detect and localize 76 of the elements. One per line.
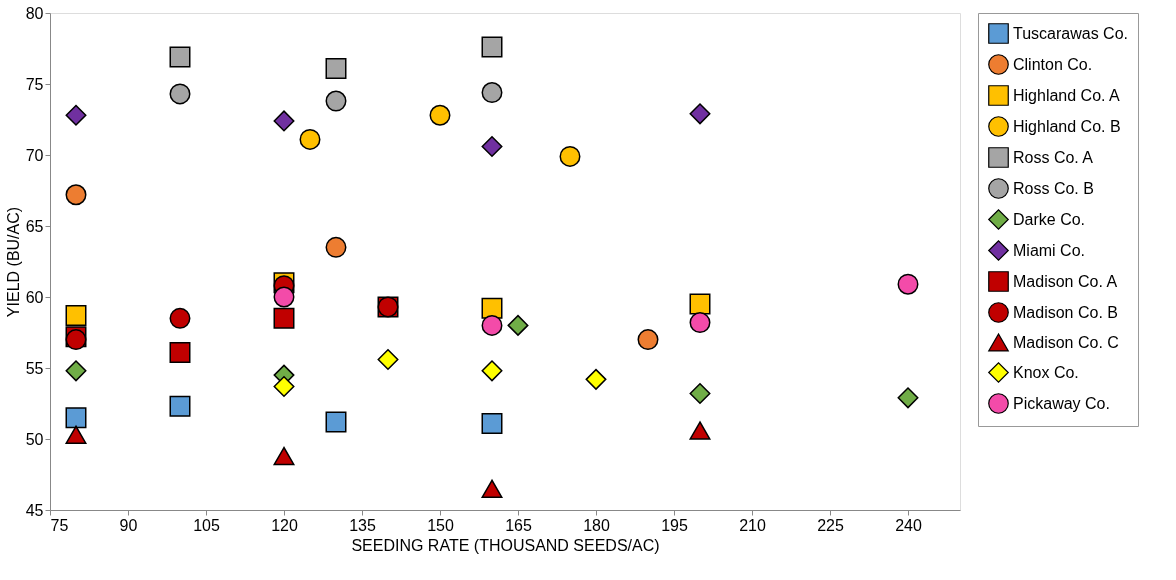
point bbox=[377, 348, 399, 370]
point bbox=[65, 425, 87, 444]
point bbox=[65, 104, 87, 126]
x-tick-label: 210 bbox=[739, 516, 766, 534]
point bbox=[897, 273, 919, 295]
point bbox=[325, 411, 347, 433]
point bbox=[481, 36, 503, 58]
point bbox=[65, 184, 87, 206]
x-tick-label: 240 bbox=[895, 516, 922, 534]
point bbox=[273, 307, 295, 329]
point bbox=[325, 90, 347, 112]
legend-label: Clinton Co. bbox=[1013, 55, 1093, 73]
point bbox=[481, 479, 503, 498]
x-tick-label: 195 bbox=[661, 516, 688, 534]
x-axis-title: SEEDING RATE (THOUSAND SEEDS/AC) bbox=[351, 536, 660, 554]
legend-label: Tuscarawas Co. bbox=[1013, 24, 1128, 42]
legend-label: Miami Co. bbox=[1013, 241, 1086, 259]
legend-label: Madison Co. C bbox=[1013, 333, 1119, 351]
x-tick-label: 180 bbox=[583, 516, 610, 534]
legend-label: Madison Co. B bbox=[1013, 303, 1118, 321]
point bbox=[585, 368, 607, 390]
legend-label: Highland Co. A bbox=[1013, 86, 1121, 104]
y-tick-label: 65 bbox=[25, 217, 44, 235]
point bbox=[325, 57, 347, 79]
y-tick-label: 55 bbox=[25, 359, 44, 377]
x-tick-label: 75 bbox=[50, 516, 69, 534]
point bbox=[897, 387, 919, 409]
point bbox=[65, 407, 87, 429]
x-tick-label: 105 bbox=[193, 516, 220, 534]
point bbox=[481, 360, 503, 382]
point bbox=[273, 110, 295, 132]
point bbox=[637, 329, 659, 351]
point bbox=[65, 304, 87, 326]
point bbox=[507, 314, 529, 336]
point bbox=[169, 395, 191, 417]
point bbox=[559, 145, 581, 167]
x-tick-label: 120 bbox=[271, 516, 298, 534]
point bbox=[273, 446, 295, 466]
legend-label: Pickaway Co. bbox=[1013, 394, 1110, 412]
point bbox=[689, 312, 711, 334]
legend-label: Highland Co. B bbox=[1013, 117, 1121, 135]
x-tick-label: 165 bbox=[505, 516, 532, 534]
legend-label: Darke Co. bbox=[1013, 210, 1086, 228]
y-tick-label: 80 bbox=[25, 4, 44, 22]
y-tick-label: 75 bbox=[25, 75, 44, 93]
point bbox=[65, 360, 87, 382]
y-tick-label: 70 bbox=[25, 146, 44, 164]
point bbox=[689, 293, 711, 315]
y-tick-label: 50 bbox=[25, 430, 44, 448]
y-axis-title: YIELD (BU/AC) bbox=[4, 206, 22, 318]
point bbox=[689, 103, 711, 125]
x-tick-label: 90 bbox=[119, 516, 138, 534]
point bbox=[169, 46, 191, 68]
point bbox=[169, 307, 191, 329]
point bbox=[481, 135, 503, 157]
x-tick-label: 135 bbox=[349, 516, 376, 534]
legend-label: Madison Co. A bbox=[1013, 272, 1118, 290]
point bbox=[169, 341, 191, 363]
point bbox=[273, 286, 295, 308]
point bbox=[169, 83, 191, 105]
point bbox=[429, 104, 451, 126]
point bbox=[689, 421, 711, 440]
point bbox=[689, 383, 711, 405]
point bbox=[481, 82, 503, 103]
point bbox=[273, 375, 295, 397]
point bbox=[481, 314, 503, 336]
point bbox=[299, 128, 321, 150]
y-tick-label: 60 bbox=[25, 288, 44, 306]
legend-label: Knox Co. bbox=[1013, 363, 1079, 381]
x-tick-label: 150 bbox=[427, 516, 454, 534]
point bbox=[325, 236, 347, 258]
point bbox=[481, 412, 503, 434]
legend-label: Ross Co. B bbox=[1013, 179, 1094, 197]
legend-label: Ross Co. A bbox=[1013, 148, 1094, 166]
y-tick-label: 45 bbox=[25, 501, 44, 519]
x-tick-label: 225 bbox=[817, 516, 844, 534]
